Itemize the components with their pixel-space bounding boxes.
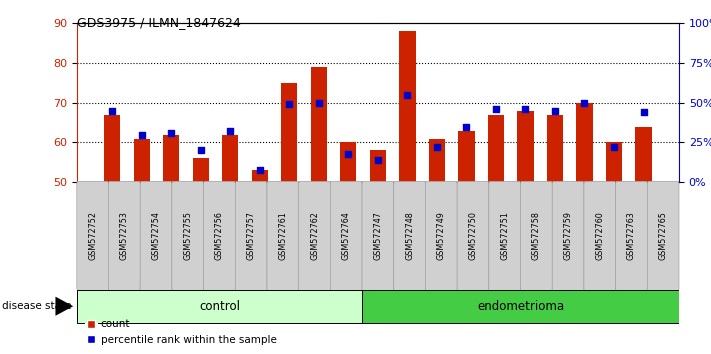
FancyBboxPatch shape [203, 181, 235, 291]
Point [520, 106, 531, 112]
Text: GSM572751: GSM572751 [500, 211, 509, 260]
Text: GDS3975 / ILMN_1847624: GDS3975 / ILMN_1847624 [77, 16, 240, 29]
Bar [636, 126, 651, 182]
Text: GSM572750: GSM572750 [469, 211, 478, 260]
Point [402, 92, 413, 97]
Text: GSM572749: GSM572749 [437, 211, 446, 260]
FancyBboxPatch shape [394, 181, 425, 291]
Point [284, 101, 295, 107]
Bar [134, 138, 150, 182]
Bar [606, 142, 622, 182]
Bar [547, 115, 563, 182]
Point [461, 124, 472, 130]
Text: GSM572757: GSM572757 [247, 211, 256, 260]
FancyBboxPatch shape [425, 181, 457, 291]
Bar [252, 170, 268, 182]
Point [136, 132, 147, 137]
FancyBboxPatch shape [584, 181, 616, 291]
FancyBboxPatch shape [616, 181, 647, 291]
Text: GSM572760: GSM572760 [595, 211, 604, 260]
Bar [223, 135, 238, 182]
FancyBboxPatch shape [299, 181, 331, 291]
Point [195, 148, 206, 153]
Bar [341, 142, 356, 182]
Text: GSM572765: GSM572765 [658, 211, 668, 260]
Point [254, 167, 265, 172]
Bar [311, 67, 327, 182]
Polygon shape [55, 297, 73, 316]
Bar [105, 115, 120, 182]
FancyBboxPatch shape [235, 181, 267, 291]
Text: GSM572761: GSM572761 [278, 211, 287, 260]
FancyBboxPatch shape [77, 181, 109, 291]
Point [609, 144, 620, 150]
FancyBboxPatch shape [331, 181, 362, 291]
Bar [282, 83, 297, 182]
Text: GSM572759: GSM572759 [564, 211, 572, 260]
Bar [518, 110, 533, 182]
Point [107, 108, 118, 113]
Bar [193, 158, 209, 182]
Point [225, 129, 236, 134]
Bar [577, 103, 592, 182]
Text: GSM572755: GSM572755 [183, 211, 192, 260]
Point [579, 100, 590, 105]
Text: GSM572758: GSM572758 [532, 211, 541, 260]
Text: GSM572747: GSM572747 [373, 211, 383, 260]
Point [491, 106, 502, 112]
Text: GSM572754: GSM572754 [151, 211, 161, 260]
Point [638, 109, 649, 115]
FancyBboxPatch shape [489, 181, 520, 291]
FancyBboxPatch shape [647, 181, 679, 291]
Bar [459, 131, 474, 182]
Point [313, 100, 324, 105]
Point [166, 130, 177, 136]
FancyBboxPatch shape [457, 181, 489, 291]
FancyBboxPatch shape [552, 181, 584, 291]
FancyBboxPatch shape [267, 181, 299, 291]
Point [373, 157, 384, 163]
Text: GSM572756: GSM572756 [215, 211, 224, 260]
FancyBboxPatch shape [362, 290, 679, 323]
Point [343, 151, 354, 156]
Bar [400, 31, 415, 182]
FancyBboxPatch shape [362, 181, 394, 291]
Text: GSM572748: GSM572748 [405, 211, 414, 260]
Bar [488, 115, 504, 182]
FancyBboxPatch shape [77, 290, 362, 323]
FancyBboxPatch shape [109, 181, 140, 291]
Bar [370, 150, 386, 182]
Legend: count, percentile rank within the sample: count, percentile rank within the sample [82, 315, 281, 349]
FancyBboxPatch shape [520, 181, 552, 291]
FancyBboxPatch shape [140, 181, 172, 291]
Text: disease state: disease state [2, 301, 72, 311]
Bar [164, 135, 179, 182]
FancyBboxPatch shape [172, 181, 203, 291]
Text: GSM572764: GSM572764 [342, 211, 351, 260]
Bar [429, 138, 445, 182]
Point [432, 144, 443, 150]
Text: endometrioma: endometrioma [477, 300, 564, 313]
Text: GSM572753: GSM572753 [120, 211, 129, 260]
Point [550, 108, 561, 113]
Text: control: control [199, 300, 240, 313]
Text: GSM572762: GSM572762 [310, 211, 319, 260]
Text: GSM572752: GSM572752 [88, 211, 97, 260]
Text: GSM572763: GSM572763 [627, 211, 636, 260]
